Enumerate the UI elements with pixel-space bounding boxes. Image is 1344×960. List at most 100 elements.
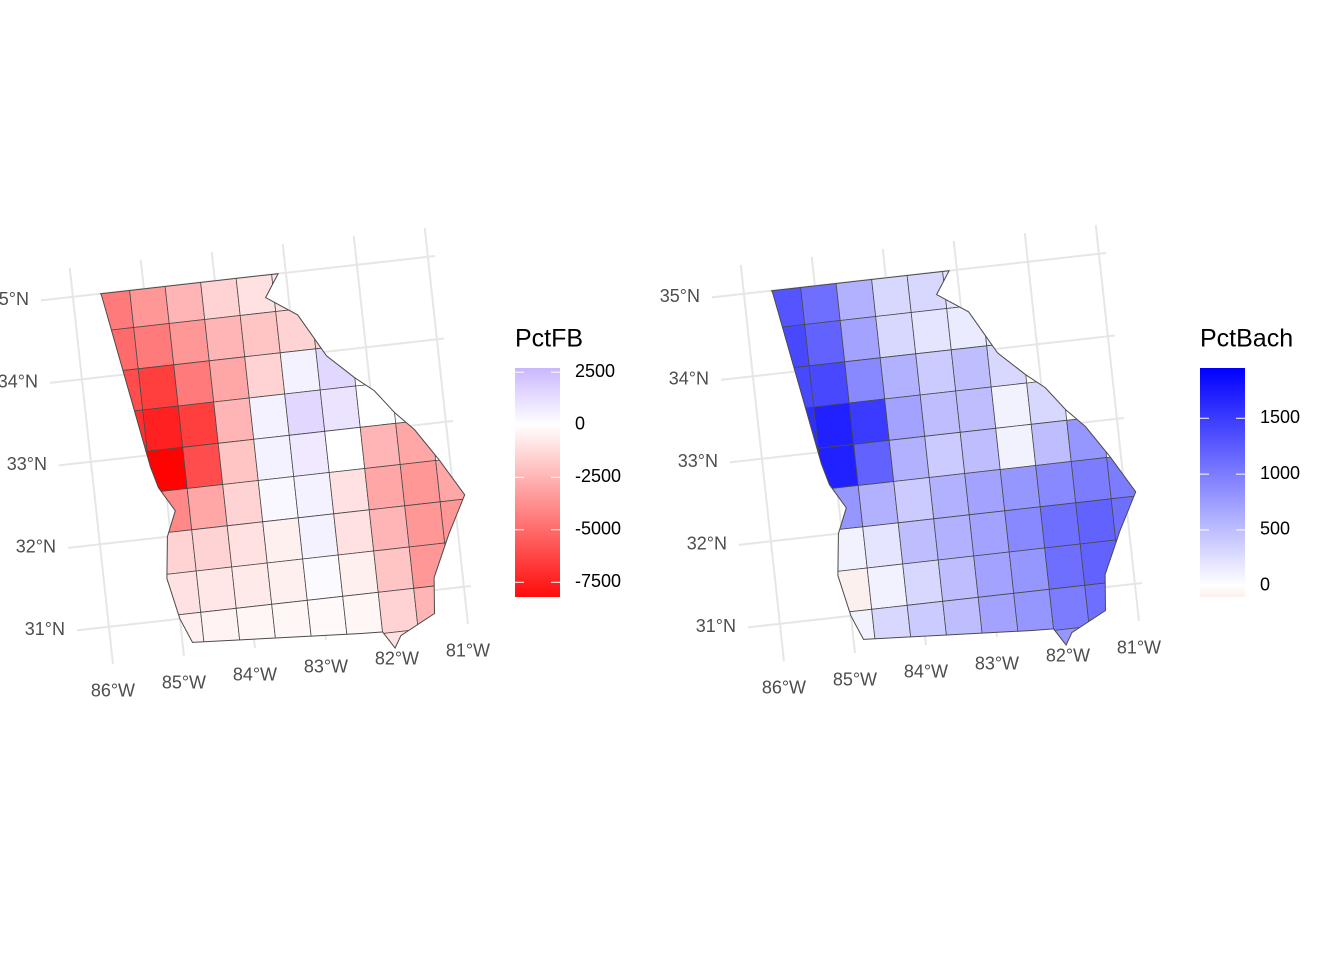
county-cell bbox=[271, 599, 313, 646]
county-cell bbox=[924, 431, 966, 478]
county-cell bbox=[857, 481, 899, 528]
graticule-line bbox=[739, 264, 785, 662]
county-cell bbox=[928, 473, 970, 520]
county-cell bbox=[328, 468, 370, 515]
county-cell bbox=[839, 316, 881, 363]
county-cell bbox=[124, 574, 166, 621]
county-cell bbox=[168, 319, 210, 366]
lat-tick-label: 35°N bbox=[0, 289, 29, 309]
county-cell bbox=[231, 562, 273, 609]
county-cell bbox=[871, 604, 913, 645]
legend-colorbar bbox=[515, 368, 560, 597]
county-cell bbox=[324, 426, 366, 473]
county-cell bbox=[377, 587, 419, 634]
county-cell bbox=[222, 480, 264, 527]
county-cell bbox=[235, 603, 277, 648]
county-cell bbox=[368, 505, 410, 552]
county-cell bbox=[297, 513, 339, 560]
lon-tick-label: 83°W bbox=[975, 654, 1019, 674]
county-cell bbox=[257, 476, 299, 523]
state-outline bbox=[770, 270, 1137, 646]
lon-tick-label: 85°W bbox=[162, 673, 206, 693]
legend-tick-label: 500 bbox=[1260, 519, 1290, 539]
county-cell bbox=[973, 551, 1015, 598]
lat-tick-label: 32°N bbox=[687, 534, 727, 554]
county-cell bbox=[884, 394, 926, 441]
county-cell bbox=[1013, 588, 1055, 635]
county-cell bbox=[968, 510, 1010, 557]
county-cell bbox=[1004, 506, 1046, 553]
county-cell bbox=[875, 312, 917, 359]
county-cell bbox=[191, 525, 233, 572]
county-cell bbox=[919, 390, 961, 437]
county-cell bbox=[177, 401, 219, 448]
lat-tick-label: 31°N bbox=[696, 616, 736, 636]
lat-tick-label: 35°N bbox=[660, 286, 700, 306]
county-cell bbox=[217, 438, 259, 485]
county-cell bbox=[200, 607, 242, 648]
county-cell bbox=[399, 460, 441, 507]
county-cell bbox=[990, 382, 1032, 429]
county-cell bbox=[959, 427, 1001, 474]
lon-tick-label: 86°W bbox=[762, 678, 806, 698]
county-cell bbox=[897, 518, 939, 565]
county-cell bbox=[208, 356, 250, 403]
lon-tick-label: 83°W bbox=[304, 657, 348, 677]
county-cell bbox=[1026, 378, 1068, 425]
county-cell bbox=[1110, 494, 1136, 541]
county-cell bbox=[999, 465, 1041, 512]
county-cell bbox=[866, 563, 908, 610]
county-cell bbox=[848, 398, 890, 445]
lon-tick-label: 86°W bbox=[91, 681, 135, 701]
county-cell bbox=[226, 521, 268, 568]
county-cell bbox=[266, 558, 308, 605]
county-cell bbox=[1008, 547, 1050, 594]
legend-title: PctFB bbox=[515, 325, 583, 353]
graticule-line bbox=[423, 227, 469, 625]
county-cell bbox=[771, 324, 810, 371]
legend-tick-label: 0 bbox=[575, 413, 585, 433]
county-cell bbox=[942, 596, 984, 643]
county-cell bbox=[862, 522, 904, 569]
lon-tick-label: 84°W bbox=[233, 665, 277, 685]
county-cell bbox=[955, 386, 997, 433]
county-cell bbox=[937, 555, 979, 602]
county-cell bbox=[253, 434, 295, 481]
county-cell bbox=[137, 364, 179, 411]
lat-tick-label: 34°N bbox=[669, 369, 709, 389]
county-cell bbox=[822, 485, 864, 532]
county-cell bbox=[813, 402, 855, 449]
county-cell bbox=[248, 393, 290, 440]
county-cell bbox=[1048, 584, 1090, 631]
county-cell bbox=[146, 446, 188, 493]
county-cell bbox=[844, 357, 886, 404]
map-panel: 31°N 32°N 33°N 34°N 35°N 86°W 85°W 84°W 83°W 82°W… bbox=[660, 224, 1300, 698]
county-cell bbox=[262, 517, 304, 564]
graticule-line bbox=[1094, 224, 1140, 622]
county-cell bbox=[186, 484, 228, 531]
county-cell bbox=[893, 477, 935, 524]
county-cell bbox=[808, 361, 850, 408]
county-cell bbox=[195, 566, 237, 613]
county-cell bbox=[337, 550, 379, 597]
county-cell bbox=[804, 320, 846, 367]
county-cell bbox=[950, 345, 992, 392]
legend-tick-label: -5000 bbox=[575, 519, 621, 539]
county-cell bbox=[1039, 502, 1081, 549]
county-cell bbox=[1035, 461, 1077, 508]
lat-tick-label: 31°N bbox=[25, 619, 65, 639]
county-cell bbox=[239, 311, 281, 358]
county-cell bbox=[213, 397, 255, 444]
county-cell bbox=[100, 327, 139, 374]
county-cell bbox=[995, 423, 1037, 470]
county-cell bbox=[293, 472, 335, 519]
county-cell bbox=[404, 501, 446, 548]
county-cell bbox=[342, 591, 384, 638]
lat-tick-label: 32°N bbox=[16, 537, 56, 557]
county-cell bbox=[151, 488, 193, 535]
county-cell bbox=[373, 546, 415, 593]
county-cell bbox=[333, 509, 375, 556]
county-cell bbox=[888, 435, 930, 482]
county-cell bbox=[106, 409, 148, 456]
county-cell bbox=[933, 514, 975, 561]
